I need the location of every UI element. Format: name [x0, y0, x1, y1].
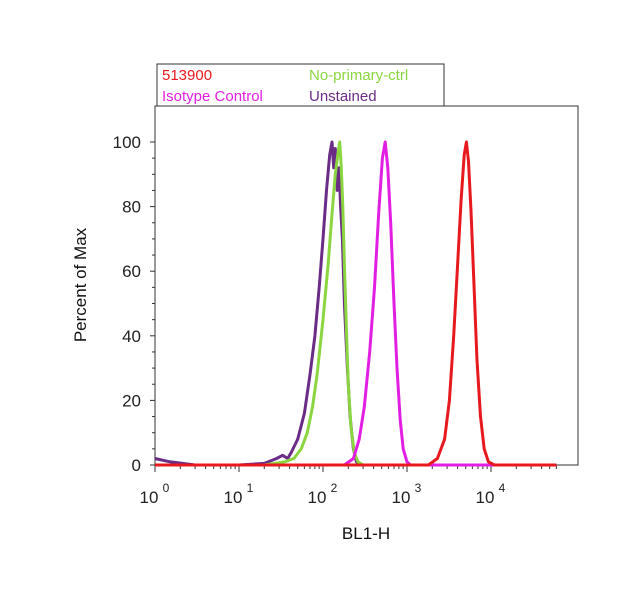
- legend-entry-isotype-control: Isotype Control: [162, 88, 263, 105]
- legend-entry-no-primary-ctrl: No-primary-ctrl: [309, 67, 408, 84]
- x-tick-exponent: 2: [331, 481, 338, 495]
- y-tick-label: 40: [122, 327, 141, 346]
- x-tick-label: 10: [308, 488, 327, 507]
- x-tick-exponent: 3: [415, 481, 422, 495]
- series-line-no-primary-ctrl: [155, 140, 557, 467]
- x-tick-label: 10: [392, 488, 411, 507]
- x-tick-exponent: 4: [499, 481, 506, 495]
- series-line-513900: [155, 140, 557, 467]
- series-line-unstained: [154, 140, 557, 467]
- legend: 513900 No-primary-ctrl Isotype Control U…: [156, 63, 445, 107]
- histogram-series: [154, 140, 557, 467]
- y-tick-label: 100: [113, 133, 141, 152]
- y-axis-title: Percent of Max: [71, 227, 90, 342]
- legend-box: [156, 63, 445, 107]
- x-tick-label: 10: [476, 488, 495, 507]
- y-tick-label: 80: [122, 198, 141, 217]
- x-axis: 10 0 10 1 10 2 10 3 10 4: [140, 465, 557, 507]
- y-tick-label: 0: [132, 456, 141, 475]
- series-line-isotype-control: [155, 140, 557, 467]
- y-tick-label: 20: [122, 391, 141, 410]
- x-tick-exponent: 1: [247, 481, 254, 495]
- x-tick-label: 10: [224, 488, 243, 507]
- plot-area: [154, 105, 579, 466]
- y-tick-label: 60: [122, 262, 141, 281]
- y-axis: 0 20 40 60 80 100: [113, 133, 155, 475]
- legend-entry-unstained: Unstained: [309, 88, 377, 105]
- x-axis-title: BL1-H: [342, 524, 390, 543]
- legend-entry-513900: 513900: [162, 67, 212, 84]
- x-tick-exponent: 0: [163, 481, 170, 495]
- x-tick-label: 10: [140, 488, 159, 507]
